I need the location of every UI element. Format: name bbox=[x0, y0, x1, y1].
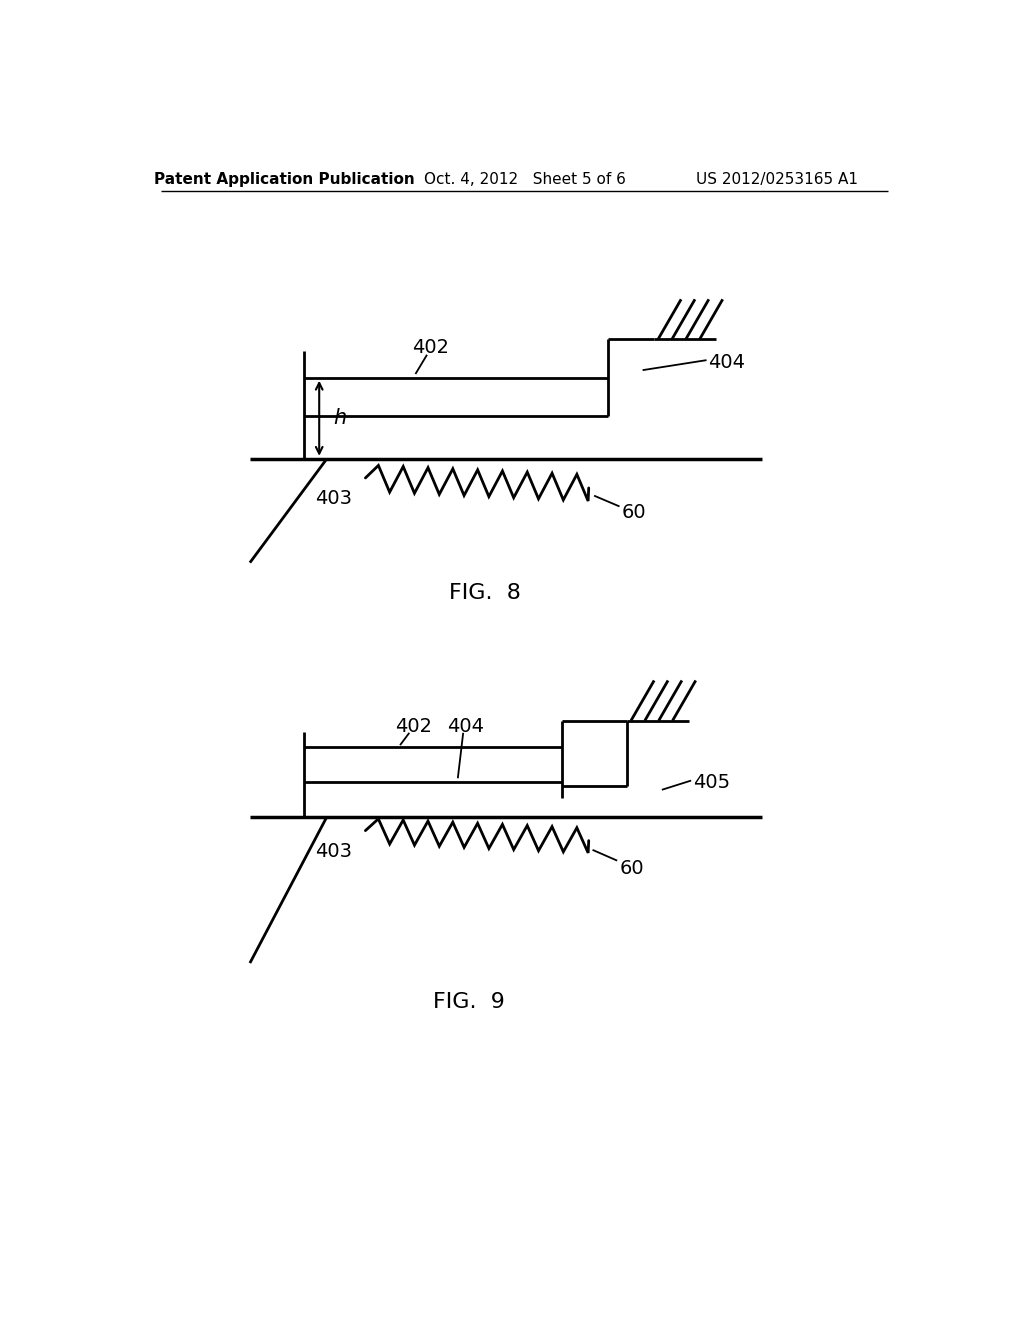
Text: 405: 405 bbox=[692, 772, 730, 792]
Text: Oct. 4, 2012   Sheet 5 of 6: Oct. 4, 2012 Sheet 5 of 6 bbox=[424, 172, 626, 186]
Text: 60: 60 bbox=[620, 859, 644, 878]
Text: FIG.  9: FIG. 9 bbox=[433, 991, 505, 1011]
Text: US 2012/0253165 A1: US 2012/0253165 A1 bbox=[696, 172, 858, 186]
Text: 404: 404 bbox=[447, 717, 484, 737]
Text: FIG.  8: FIG. 8 bbox=[449, 583, 520, 603]
Text: 402: 402 bbox=[395, 717, 432, 737]
Text: 403: 403 bbox=[315, 490, 352, 508]
Text: Patent Application Publication: Patent Application Publication bbox=[155, 172, 415, 186]
Text: 403: 403 bbox=[315, 842, 352, 861]
Text: 402: 402 bbox=[413, 338, 450, 356]
Text: 60: 60 bbox=[622, 503, 646, 523]
Text: h: h bbox=[333, 408, 346, 428]
Text: 404: 404 bbox=[708, 352, 745, 372]
